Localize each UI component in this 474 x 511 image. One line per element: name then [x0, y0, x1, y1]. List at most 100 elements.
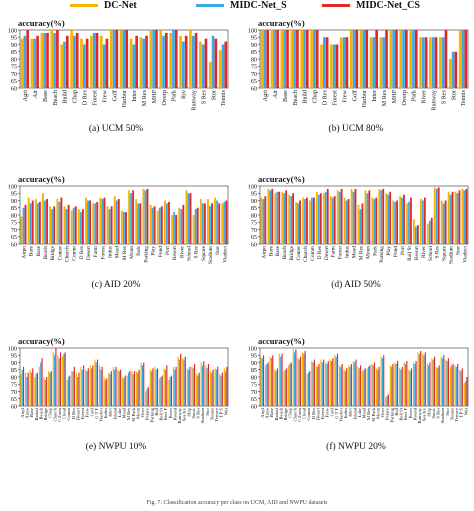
x-tick-label-overp: Overp: [401, 90, 408, 105]
bar-midc-net-s-stadium: [201, 365, 204, 406]
bar-midc-net-cs-d-res: [325, 37, 329, 88]
x-tick-label-m-res: M Res: [141, 89, 148, 106]
bar-midc-net-cs-sea-ice: [424, 352, 426, 406]
x-tick-label-lake: Lake: [117, 408, 122, 417]
y-tick-label: 85: [11, 367, 17, 374]
bar-midc-net-cs-play: [153, 206, 156, 244]
bar-midc-net-cs-g-t-f: [96, 359, 99, 406]
y-tick-label: 75: [251, 382, 257, 389]
x-tick-label-round: Round: [412, 407, 417, 420]
y-tick-label: 65: [251, 396, 257, 403]
bar-midc-net-s-golf: [112, 30, 116, 88]
y-tick-label: 90: [251, 198, 257, 205]
bar-midc-net-cs-parking: [382, 188, 385, 244]
bar-midc-net-s-comm: [307, 372, 310, 406]
bar-midc-net-s-base: [43, 32, 47, 88]
bar-midc-net-cs-harbor: [125, 30, 129, 88]
bar-dc-net-church: [292, 349, 294, 406]
y-tick-label: 85: [11, 49, 17, 56]
x-tick-label-ship: Ship: [426, 407, 431, 416]
bar-dc-net-golf: [349, 30, 353, 88]
x-tick-label-inter: Inter: [371, 90, 378, 102]
x-tick-label-rail-st: Rail St: [407, 245, 413, 260]
bar-dc-net-bare: [267, 188, 270, 244]
bar-midc-net-s-snow: [432, 359, 434, 406]
bar-dc-net-ship: [426, 363, 428, 406]
bar-dc-net-mead: [113, 196, 116, 244]
bar-midc-net-s-park: [137, 203, 140, 244]
bar-dc-net-parking: [142, 188, 145, 244]
y-tick-label: 60: [11, 85, 17, 92]
x-tick-label-sea-ice: Sea Ice: [182, 408, 187, 421]
bar-midc-net-cs-moun: [138, 369, 140, 406]
bar-midc-net-s-stor: [211, 35, 215, 88]
x-tick-label-c-farm: C Farm: [297, 408, 302, 422]
bar-midc-net-s-park: [373, 199, 376, 244]
bar-midc-net-s-overp: [162, 35, 165, 88]
bar-dc-net-tennis: [458, 30, 462, 88]
bar-dc-net-bridge: [49, 206, 52, 244]
bar-midc-net-cs-indus: [110, 206, 113, 244]
bar-midc-net-cs-park: [414, 30, 418, 88]
bar-midc-net-cs-s-res: [196, 207, 199, 244]
bar-midc-net-cs-bridge: [53, 206, 56, 244]
x-tick-label-m-res: M Res: [381, 89, 388, 106]
bar-midc-net-cs-beach: [41, 358, 43, 406]
bar-midc-net-cs-moun: [132, 190, 135, 244]
bar-dc-net-rail-st: [406, 203, 408, 244]
bar-midc-net-cs-t-p-s: [221, 372, 223, 406]
x-tick-label-school: School: [186, 246, 192, 261]
x-tick-label-park: Park: [372, 246, 378, 256]
bar-midc-net-cs-bare: [271, 188, 274, 244]
bar-midc-net-s-golf: [352, 30, 356, 88]
bar-midc-net-s-rect-f: [164, 369, 167, 406]
bar-midc-net-s-bridge: [284, 369, 286, 406]
bar-midc-net-cs-m-park: [133, 371, 136, 406]
bar-midc-net-cs-school: [189, 193, 192, 244]
bar-midc-net-cs-snow: [433, 356, 436, 406]
bar-midc-net-cs-parking: [152, 368, 154, 406]
bar-midc-net-cs-stadium: [451, 191, 454, 244]
bar-midc-net-s-riv: [182, 41, 185, 88]
x-tick-label-forest: Forest: [331, 90, 338, 106]
bar-midc-net-s-palace: [146, 388, 148, 406]
bar-dc-net-forest: [80, 366, 82, 406]
bar-midc-net-cs-g-t-f: [336, 353, 339, 406]
bar-midc-net-s-tennis: [221, 44, 225, 88]
x-tick-label-inter: Inter: [108, 408, 113, 417]
bar-midc-net-s-stadium: [449, 194, 452, 244]
bar-dc-net-rect-f: [163, 368, 165, 406]
bar-midc-net-s-forest: [338, 191, 341, 244]
bar-midc-net-s-viaduct: [463, 190, 466, 244]
x-tick-label-resort: Resort: [414, 246, 420, 261]
bar-dc-net-t-p-s: [459, 369, 461, 406]
y-axis-label-c: accuracy(%): [18, 174, 65, 184]
bar-midc-net-cs-comm: [74, 206, 77, 244]
bar-dc-net-pond: [156, 210, 159, 244]
bar-midc-net-s-ship: [188, 369, 190, 406]
bar-dc-net-s-res: [195, 374, 198, 406]
bar-midc-net-cs-river: [424, 37, 428, 88]
x-tick-label-stor: Stor: [215, 246, 221, 255]
bar-midc-net-cs-indus: [106, 378, 108, 406]
bar-dc-net-moun: [375, 368, 378, 406]
bar-midc-net-s-s-res: [194, 209, 197, 244]
x-tick-label-river: River: [408, 408, 413, 419]
bar-dc-net-chap: [70, 30, 73, 88]
bar-dc-net-center: [56, 199, 59, 244]
bar-midc-net-s-parking: [144, 190, 147, 244]
bar-midc-net-s-agri: [23, 35, 27, 88]
bar-midc-net-cs-golf: [115, 30, 119, 88]
bar-midc-net-s-chap: [49, 372, 51, 406]
bar-dc-net-beach: [278, 353, 280, 406]
x-tick-label-beach: Beach: [43, 246, 49, 260]
x-tick-label-moun: Moun: [135, 407, 140, 419]
x-tick-label-runway: Runway: [431, 89, 438, 111]
bar-dc-net-round: [172, 366, 175, 406]
x-tick-label-mead: Mead: [115, 246, 121, 259]
bar-midc-net-s-agri: [263, 30, 267, 88]
bar-dc-net-base: [280, 30, 284, 88]
bar-midc-net-s-beach: [280, 356, 282, 406]
bar-midc-net-cs-stor: [454, 51, 458, 88]
